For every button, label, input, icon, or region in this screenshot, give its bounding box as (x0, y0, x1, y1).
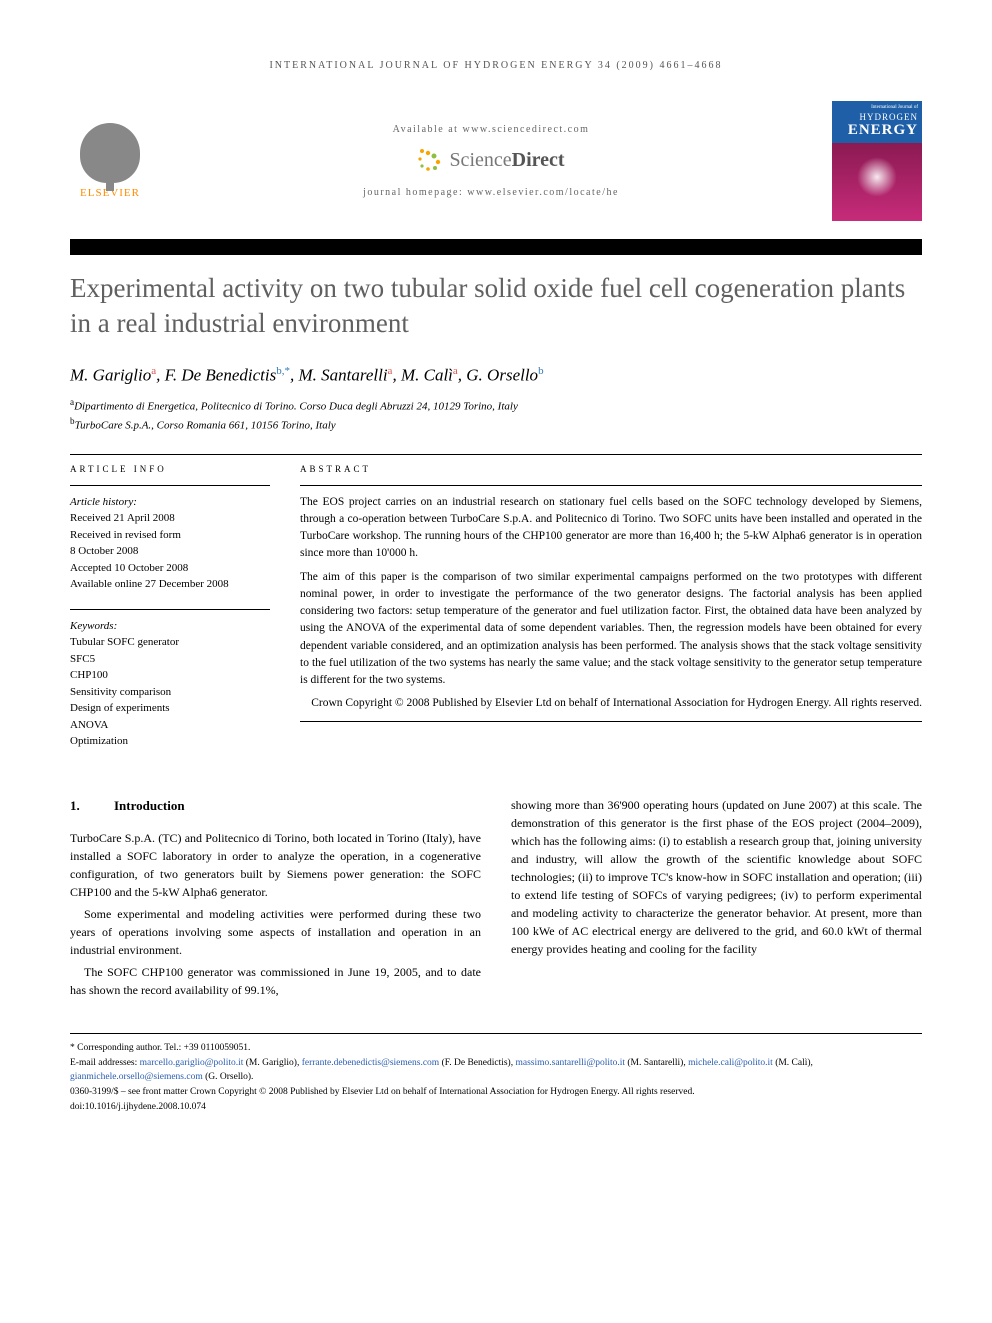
body-paragraph: TurboCare S.p.A. (TC) and Politecnico di… (70, 829, 481, 901)
article-history: Article history: Received 21 April 2008 … (70, 494, 270, 593)
article-info-block: ARTICLE INFO Article history: Received 2… (70, 463, 270, 766)
body-paragraph: The SOFC CHP100 generator was commission… (70, 963, 481, 999)
author-2: F. De Benedictis (165, 366, 277, 385)
title-bar (70, 239, 922, 255)
abstract-label: ABSTRACT (300, 463, 922, 477)
publisher-banner: ELSEVIER Available at www.sciencedirect.… (70, 91, 922, 231)
elsevier-tree-icon (80, 123, 140, 183)
email-link[interactable]: ferrante.debenedictis@siemens.com (302, 1058, 439, 1068)
sciencedirect-logo: ScienceDirect (417, 147, 564, 173)
author-5: G. Orsello (466, 366, 538, 385)
article-info-label: ARTICLE INFO (70, 463, 270, 477)
article-title: Experimental activity on two tubular sol… (70, 271, 922, 341)
author-1: M. Gariglio (70, 366, 151, 385)
author-list: M. Gariglioa, F. De Benedictisb,*, M. Sa… (70, 365, 922, 386)
journal-homepage-text: journal homepage: www.elsevier.com/locat… (150, 187, 832, 198)
divider (300, 485, 922, 486)
divider (300, 721, 922, 722)
sciencedirect-dots-icon (417, 147, 443, 173)
sciencedirect-block: Available at www.sciencedirect.com (150, 124, 832, 198)
abstract-paragraph: The aim of this paper is the comparison … (300, 569, 922, 690)
email-link[interactable]: marcello.gariglio@polito.it (140, 1058, 244, 1068)
divider (70, 454, 922, 455)
author-4: M. Calì (401, 366, 453, 385)
abstract-paragraph: The EOS project carries on an industrial… (300, 494, 922, 563)
author-3: M. Santarelli (298, 366, 387, 385)
body-text: 1.Introduction TurboCare S.p.A. (TC) and… (70, 796, 922, 1004)
email-link[interactable]: gianmichele.orsello@siemens.com (70, 1072, 203, 1082)
section-heading: 1.Introduction (70, 796, 481, 816)
doi: doi:10.1016/j.ijhydene.2008.10.074 (70, 1101, 922, 1114)
running-head: INTERNATIONAL JOURNAL OF HYDROGEN ENERGY… (70, 60, 922, 71)
divider (70, 609, 270, 610)
keywords-block: Keywords: Tubular SOFC generator SFC5 CH… (70, 618, 270, 750)
journal-cover-thumbnail: International Journal of HYDROGEN ENERGY (832, 101, 922, 221)
body-column-right: showing more than 36'900 operating hours… (511, 796, 922, 1004)
abstract-block: ABSTRACT The EOS project carries on an i… (300, 463, 922, 766)
elsevier-logo: ELSEVIER (70, 123, 150, 199)
footer-block: * Corresponding author. Tel.: +39 011005… (70, 1033, 922, 1114)
body-paragraph: Some experimental and modeling activitie… (70, 905, 481, 959)
body-paragraph: showing more than 36'900 operating hours… (511, 796, 922, 958)
email-link[interactable]: massimo.santarelli@polito.it (515, 1058, 625, 1068)
divider (70, 485, 270, 486)
affiliations: aDipartimento di Energetica, Politecnico… (70, 396, 922, 434)
abstract-copyright: Crown Copyright © 2008 Published by Else… (300, 695, 922, 712)
body-column-left: 1.Introduction TurboCare S.p.A. (TC) and… (70, 796, 481, 1004)
email-link[interactable]: michele.cali@polito.it (688, 1058, 773, 1068)
sciencedirect-wordmark: ScienceDirect (449, 149, 564, 172)
email-addresses: E-mail addresses: marcello.gariglio@poli… (70, 1057, 922, 1084)
issn-copyright: 0360-3199/$ – see front matter Crown Cop… (70, 1086, 922, 1099)
available-at-text: Available at www.sciencedirect.com (150, 124, 832, 135)
corresponding-author: * Corresponding author. Tel.: +39 011005… (70, 1042, 922, 1055)
